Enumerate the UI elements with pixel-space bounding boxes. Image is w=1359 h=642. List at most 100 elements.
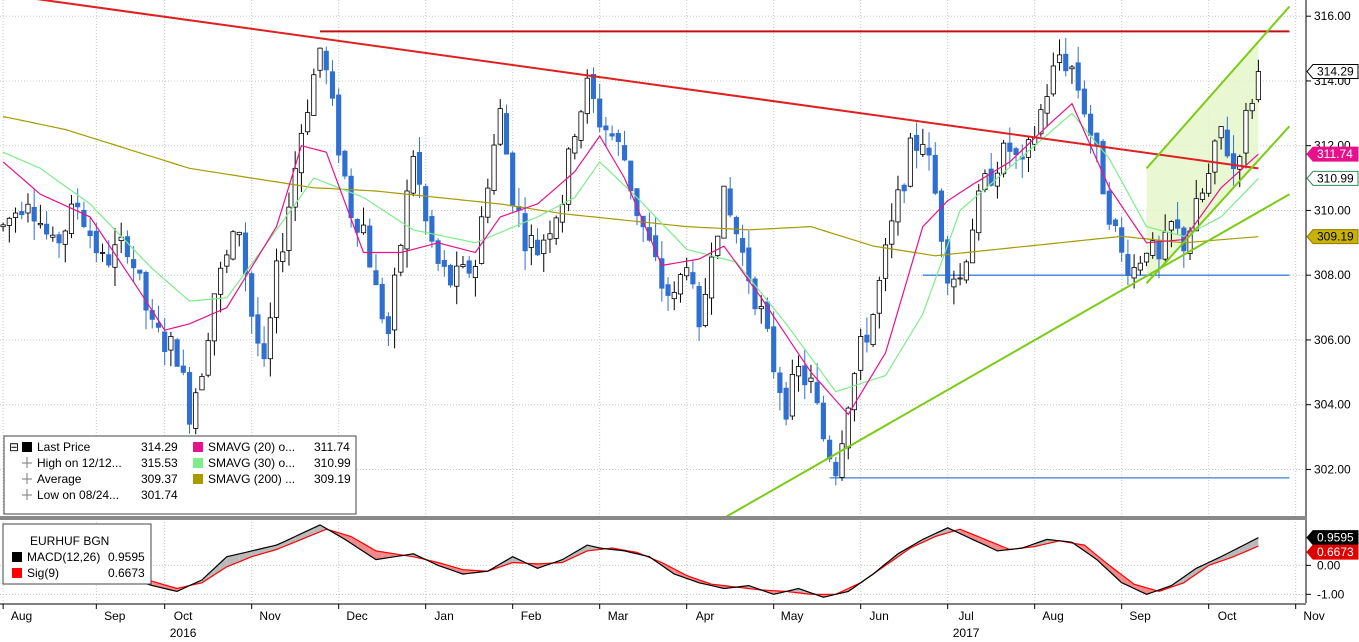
candle-body: [1125, 254, 1131, 276]
candle-body: [609, 133, 615, 137]
candle-body: [702, 293, 708, 326]
candle-body: [590, 73, 597, 99]
candle-body: [1050, 65, 1056, 95]
candle-body: [1193, 198, 1199, 232]
candle-body: [901, 184, 907, 192]
macd-diff-segment: [997, 544, 1004, 551]
price-tag-bg: [1306, 170, 1359, 186]
candle-body: [659, 258, 665, 289]
legend-label: High on 12/12...: [37, 456, 122, 470]
candle-body: [168, 336, 174, 351]
candle-body: [976, 190, 982, 234]
candle-body: [249, 273, 255, 317]
x-tick-label: Nov: [259, 609, 280, 623]
macd-diff-segment: [686, 575, 693, 581]
candle-body: [329, 71, 336, 99]
macd-legend-title: EURHUF BGN: [30, 534, 109, 548]
candle-body: [721, 185, 727, 239]
candle-body: [37, 222, 43, 226]
signal-line: [3, 528, 1259, 595]
candle-body: [1175, 219, 1181, 229]
candle-body: [907, 137, 913, 187]
macd-tag-bg: [1306, 544, 1359, 560]
candle-body: [292, 167, 298, 208]
legend-label: Low on 08/24...: [37, 488, 119, 502]
legend-marker: [22, 442, 32, 452]
candle-body: [367, 225, 373, 268]
candle-body: [1243, 109, 1249, 154]
candle-body: [795, 365, 802, 377]
candle-body: [19, 211, 25, 216]
macd-diff-segment: [668, 565, 675, 575]
candle-body: [827, 439, 833, 460]
candle-body: [410, 156, 416, 194]
panel-separator[interactable]: [0, 516, 1307, 520]
candle-body: [665, 284, 671, 296]
legend-label: SMAVG (30) o...: [208, 456, 295, 470]
candle-body: [926, 147, 932, 156]
candle-body: [193, 392, 199, 429]
macd-legend-value: 0.9595: [108, 550, 145, 564]
candle-body: [62, 230, 68, 245]
candle-body: [771, 326, 777, 373]
candle-body: [99, 251, 106, 254]
x-tick-label: Aug: [11, 609, 32, 623]
macd-diff-segment: [960, 529, 967, 537]
candle-body: [864, 334, 870, 343]
candle-body: [1199, 192, 1206, 200]
price-tag-label: 309.19: [1317, 230, 1354, 244]
candle-body: [12, 212, 19, 218]
macd-legend: EURHUF BGN MACD(12,26) 0.9595 Sig(9) 0.6673: [2, 523, 152, 585]
candle-body: [597, 98, 603, 128]
candle-body: [25, 203, 31, 214]
candle-body: [603, 125, 609, 131]
price-tag-label: 314.29: [1317, 65, 1354, 79]
candle-body: [882, 244, 889, 279]
candle-body: [441, 259, 447, 267]
candle-body: [808, 377, 814, 382]
candle-body: [261, 343, 267, 360]
candle-body: [174, 339, 180, 367]
candle-body: [93, 230, 99, 254]
price-tag: 310.99: [1306, 170, 1359, 186]
price-tag: 309.19: [1306, 229, 1359, 245]
macd-diff-segment: [922, 536, 929, 543]
candle-body: [236, 231, 242, 236]
x-year-label: 2017: [953, 626, 980, 640]
legend-value: 315.53: [141, 456, 178, 470]
legend-value: 314.29: [141, 440, 178, 454]
candle-body: [690, 272, 696, 285]
support-lines: [829, 274, 1290, 479]
candle-body: [628, 160, 634, 192]
macd-histogram-fill: [3, 524, 1259, 598]
candle-body: [534, 239, 541, 256]
macd-diff-segment: [282, 539, 289, 547]
candle-body: [348, 175, 354, 219]
price-tag-label: 311.74: [1317, 147, 1353, 161]
candle-body: [162, 331, 168, 353]
macd-line: [3, 524, 1259, 598]
candle-body: [945, 239, 951, 284]
trendline: [1145, 5, 1291, 170]
candle-body: [802, 365, 808, 386]
x-tick-label: Oct: [1218, 609, 1237, 623]
x-tick-label: Jun: [869, 609, 888, 623]
candle-body: [1212, 140, 1218, 173]
candle-body: [1044, 96, 1050, 114]
x-tick-label: Dec: [346, 609, 367, 623]
y-tick-label: 308.00: [1314, 268, 1351, 282]
candle-body: [522, 213, 528, 252]
candle-body: [68, 203, 75, 234]
legend-label: Last Price: [37, 440, 91, 454]
candle-body: [186, 372, 193, 425]
macd-y-tick-label: -1.00: [1317, 587, 1345, 601]
x-tick-label: Jul: [958, 609, 973, 623]
x-axis: Aug Sep Oct Nov Dec Jan Feb Mar Apr May Jun Jul Aug S…: [0, 603, 1325, 640]
trendline: [1145, 125, 1291, 284]
candle-body: [230, 231, 236, 260]
candle-body: [323, 50, 329, 71]
candle-body: [1056, 54, 1063, 63]
macd-diff-segment: [680, 572, 687, 579]
x-tick-label: Jan: [434, 609, 453, 623]
